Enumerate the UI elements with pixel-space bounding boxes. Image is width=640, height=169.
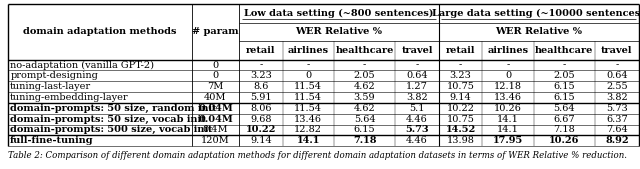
- Text: -: -: [307, 61, 310, 69]
- Text: -: -: [415, 61, 419, 69]
- Text: airlines: airlines: [488, 46, 529, 55]
- Text: 4.46: 4.46: [406, 115, 428, 124]
- Text: prompt-designing: prompt-designing: [10, 71, 98, 80]
- Text: 14.1: 14.1: [296, 136, 320, 145]
- Text: -: -: [563, 61, 566, 69]
- Text: 3.23: 3.23: [450, 71, 472, 80]
- Text: 12.82: 12.82: [294, 125, 322, 135]
- Text: 8.92: 8.92: [605, 136, 628, 145]
- Text: -: -: [506, 61, 509, 69]
- Text: airlines: airlines: [287, 46, 329, 55]
- Text: 3.59: 3.59: [354, 93, 375, 102]
- Text: 6.15: 6.15: [354, 125, 375, 135]
- Text: retail: retail: [246, 46, 276, 55]
- Text: 3.82: 3.82: [406, 93, 428, 102]
- Text: 3.23: 3.23: [250, 71, 272, 80]
- Text: 2.05: 2.05: [554, 71, 575, 80]
- Text: -: -: [363, 61, 366, 69]
- Text: Table 2: Comparison of different domain adaptation methods for different domain : Table 2: Comparison of different domain …: [8, 151, 627, 160]
- Text: 10.75: 10.75: [447, 115, 475, 124]
- Text: WER Relative %: WER Relative %: [296, 27, 383, 36]
- Text: 11.54: 11.54: [294, 82, 322, 91]
- Text: 5.91: 5.91: [250, 93, 271, 102]
- Text: domain-prompts: 500 size, vocab init: domain-prompts: 500 size, vocab init: [10, 125, 212, 135]
- Text: 9.14: 9.14: [250, 136, 272, 145]
- Text: 0: 0: [212, 61, 218, 69]
- Text: 0.04M: 0.04M: [198, 115, 233, 124]
- Text: 4.62: 4.62: [354, 82, 376, 91]
- Text: 6.37: 6.37: [606, 115, 628, 124]
- Text: 9.68: 9.68: [250, 115, 271, 124]
- Text: 14.52: 14.52: [445, 125, 476, 135]
- Text: 10.26: 10.26: [494, 104, 522, 113]
- Text: 8.06: 8.06: [250, 104, 271, 113]
- Text: travel: travel: [401, 46, 433, 55]
- Text: travel: travel: [601, 46, 633, 55]
- Text: 14.1: 14.1: [497, 125, 519, 135]
- Text: 0: 0: [505, 71, 511, 80]
- Text: 0.64: 0.64: [406, 71, 428, 80]
- Text: 5.73: 5.73: [606, 104, 628, 113]
- Text: 5.64: 5.64: [554, 104, 575, 113]
- Text: -: -: [459, 61, 462, 69]
- Text: tuning-embedding-layer: tuning-embedding-layer: [10, 93, 129, 102]
- Text: WER Relative %: WER Relative %: [495, 27, 582, 36]
- Text: 4.62: 4.62: [354, 104, 376, 113]
- Text: healthcare: healthcare: [335, 46, 394, 55]
- Text: 5.64: 5.64: [354, 115, 375, 124]
- Text: 6.67: 6.67: [554, 115, 575, 124]
- Text: 1.27: 1.27: [406, 82, 428, 91]
- Text: 4.46: 4.46: [406, 136, 428, 145]
- Text: domain-prompts: 50 size, random init: domain-prompts: 50 size, random init: [10, 104, 217, 113]
- Text: Low data setting (~800 sentences): Low data setting (~800 sentences): [244, 9, 434, 18]
- Text: 10.22: 10.22: [246, 125, 276, 135]
- Text: 2.55: 2.55: [606, 82, 628, 91]
- Text: 40M: 40M: [204, 93, 227, 102]
- Text: 14.1: 14.1: [497, 115, 519, 124]
- Text: 2.05: 2.05: [354, 71, 375, 80]
- Text: -: -: [615, 61, 618, 69]
- Text: 0.4M: 0.4M: [203, 125, 228, 135]
- Text: 7.18: 7.18: [353, 136, 376, 145]
- Text: healthcare: healthcare: [535, 46, 593, 55]
- Text: domain-prompts: 50 size, vocab init: domain-prompts: 50 size, vocab init: [10, 115, 206, 124]
- Text: tuning-last-layer: tuning-last-layer: [10, 82, 92, 91]
- Text: -: -: [259, 61, 262, 69]
- Text: # param: # param: [192, 27, 239, 36]
- Text: 13.98: 13.98: [447, 136, 475, 145]
- Text: 9.14: 9.14: [450, 93, 472, 102]
- Text: 13.46: 13.46: [294, 115, 322, 124]
- Text: 7.18: 7.18: [554, 125, 575, 135]
- Text: 8.6: 8.6: [253, 82, 269, 91]
- Text: 0: 0: [305, 71, 311, 80]
- Text: 12.18: 12.18: [494, 82, 522, 91]
- Text: 0.04M: 0.04M: [198, 104, 233, 113]
- Text: 3.82: 3.82: [606, 93, 628, 102]
- Text: Large data setting (~10000 sentences): Large data setting (~10000 sentences): [433, 9, 640, 18]
- Text: 6.15: 6.15: [554, 93, 575, 102]
- Text: 0.64: 0.64: [606, 71, 628, 80]
- Text: 7.64: 7.64: [606, 125, 628, 135]
- Text: 0: 0: [212, 71, 218, 80]
- Text: 11.54: 11.54: [294, 104, 322, 113]
- Text: 11.54: 11.54: [294, 93, 322, 102]
- Text: 17.95: 17.95: [493, 136, 523, 145]
- Text: 10.75: 10.75: [447, 82, 475, 91]
- Text: retail: retail: [446, 46, 476, 55]
- Text: 120M: 120M: [201, 136, 230, 145]
- Text: 7M: 7M: [207, 82, 223, 91]
- Text: 13.46: 13.46: [494, 93, 522, 102]
- Text: domain adaptation methods: domain adaptation methods: [23, 27, 177, 36]
- Text: 10.26: 10.26: [549, 136, 580, 145]
- Text: full-fine-tuning: full-fine-tuning: [10, 136, 94, 145]
- Text: 5.73: 5.73: [405, 125, 429, 135]
- Text: no-adaptation (vanilla GPT-2): no-adaptation (vanilla GPT-2): [10, 61, 154, 70]
- Text: 5.1: 5.1: [410, 104, 425, 113]
- Text: 6.15: 6.15: [554, 82, 575, 91]
- Text: 10.22: 10.22: [447, 104, 475, 113]
